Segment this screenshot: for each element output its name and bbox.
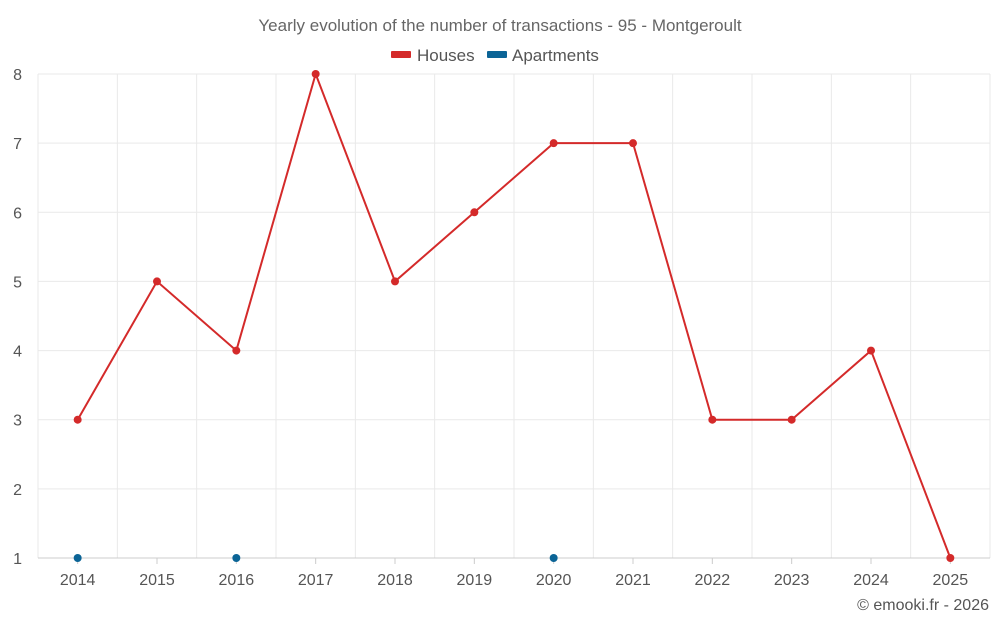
y-tick-label-1: 1 xyxy=(13,551,22,568)
y-axis-ticks: 1 2 3 4 5 6 7 8 xyxy=(13,67,22,568)
x-tick-label-2016: 2016 xyxy=(219,572,255,589)
x-tick-label-2020: 2020 xyxy=(536,572,572,589)
x-tick-label-2024: 2024 xyxy=(853,572,889,589)
point-houses-2017[interactable] xyxy=(311,70,320,78)
grid xyxy=(37,73,991,559)
x-tick-label-2021: 2021 xyxy=(615,572,651,589)
y-tick-label-8: 8 xyxy=(13,67,22,84)
y-tick-label-3: 3 xyxy=(13,413,22,430)
point-houses-2023[interactable] xyxy=(787,415,796,424)
point-houses-2019[interactable] xyxy=(470,208,479,217)
x-tick-label-2017: 2017 xyxy=(298,572,334,589)
point-houses-2015[interactable] xyxy=(153,277,161,286)
point-houses-2025[interactable] xyxy=(946,554,955,562)
point-houses-2018[interactable] xyxy=(391,277,399,286)
point-houses-2020[interactable] xyxy=(549,139,558,148)
y-tick-label-7: 7 xyxy=(13,136,22,153)
y-tick-label-6: 6 xyxy=(13,205,22,222)
series-layer xyxy=(73,70,955,562)
point-apartments-2020[interactable] xyxy=(549,554,558,562)
chart-title: Yearly evolution of the number of transa… xyxy=(258,16,741,35)
x-tick-label-2015: 2015 xyxy=(139,572,175,589)
point-apartments-2016[interactable] xyxy=(232,554,241,562)
legend-swatch-houses xyxy=(391,51,411,58)
y-tick-label-2: 2 xyxy=(13,482,22,499)
point-houses-2016[interactable] xyxy=(232,346,241,355)
x-axis-ticks: 2014 2015 2016 2017 2018 2019 2020 2021 2022 2023… xyxy=(60,558,968,589)
point-houses-2024[interactable] xyxy=(867,346,875,355)
x-tick-label-2022: 2022 xyxy=(695,572,731,589)
legend-swatch-apartments xyxy=(487,51,507,58)
x-tick-label-2019: 2019 xyxy=(457,572,493,589)
series-line-houses xyxy=(76,70,952,559)
x-tick-label-2023: 2023 xyxy=(774,572,810,589)
x-tick-label-2018: 2018 xyxy=(377,572,413,589)
point-houses-2021[interactable] xyxy=(629,139,637,148)
legend-label-houses[interactable]: Houses xyxy=(417,46,475,65)
point-houses-2022[interactable] xyxy=(708,415,717,424)
point-houses-2014[interactable] xyxy=(73,415,82,424)
series-houses xyxy=(73,70,955,562)
x-tick-label-2025: 2025 xyxy=(933,572,969,589)
y-tick-label-4: 4 xyxy=(13,344,22,361)
legend: Houses Apartments xyxy=(391,46,599,65)
series-apartments xyxy=(73,554,558,562)
y-tick-label-5: 5 xyxy=(13,274,22,291)
legend-label-apartments[interactable]: Apartments xyxy=(512,46,599,65)
point-apartments-2014[interactable] xyxy=(73,554,82,562)
x-tick-label-2014: 2014 xyxy=(60,572,96,589)
credit: © emooki.fr - 2026 xyxy=(857,597,989,614)
